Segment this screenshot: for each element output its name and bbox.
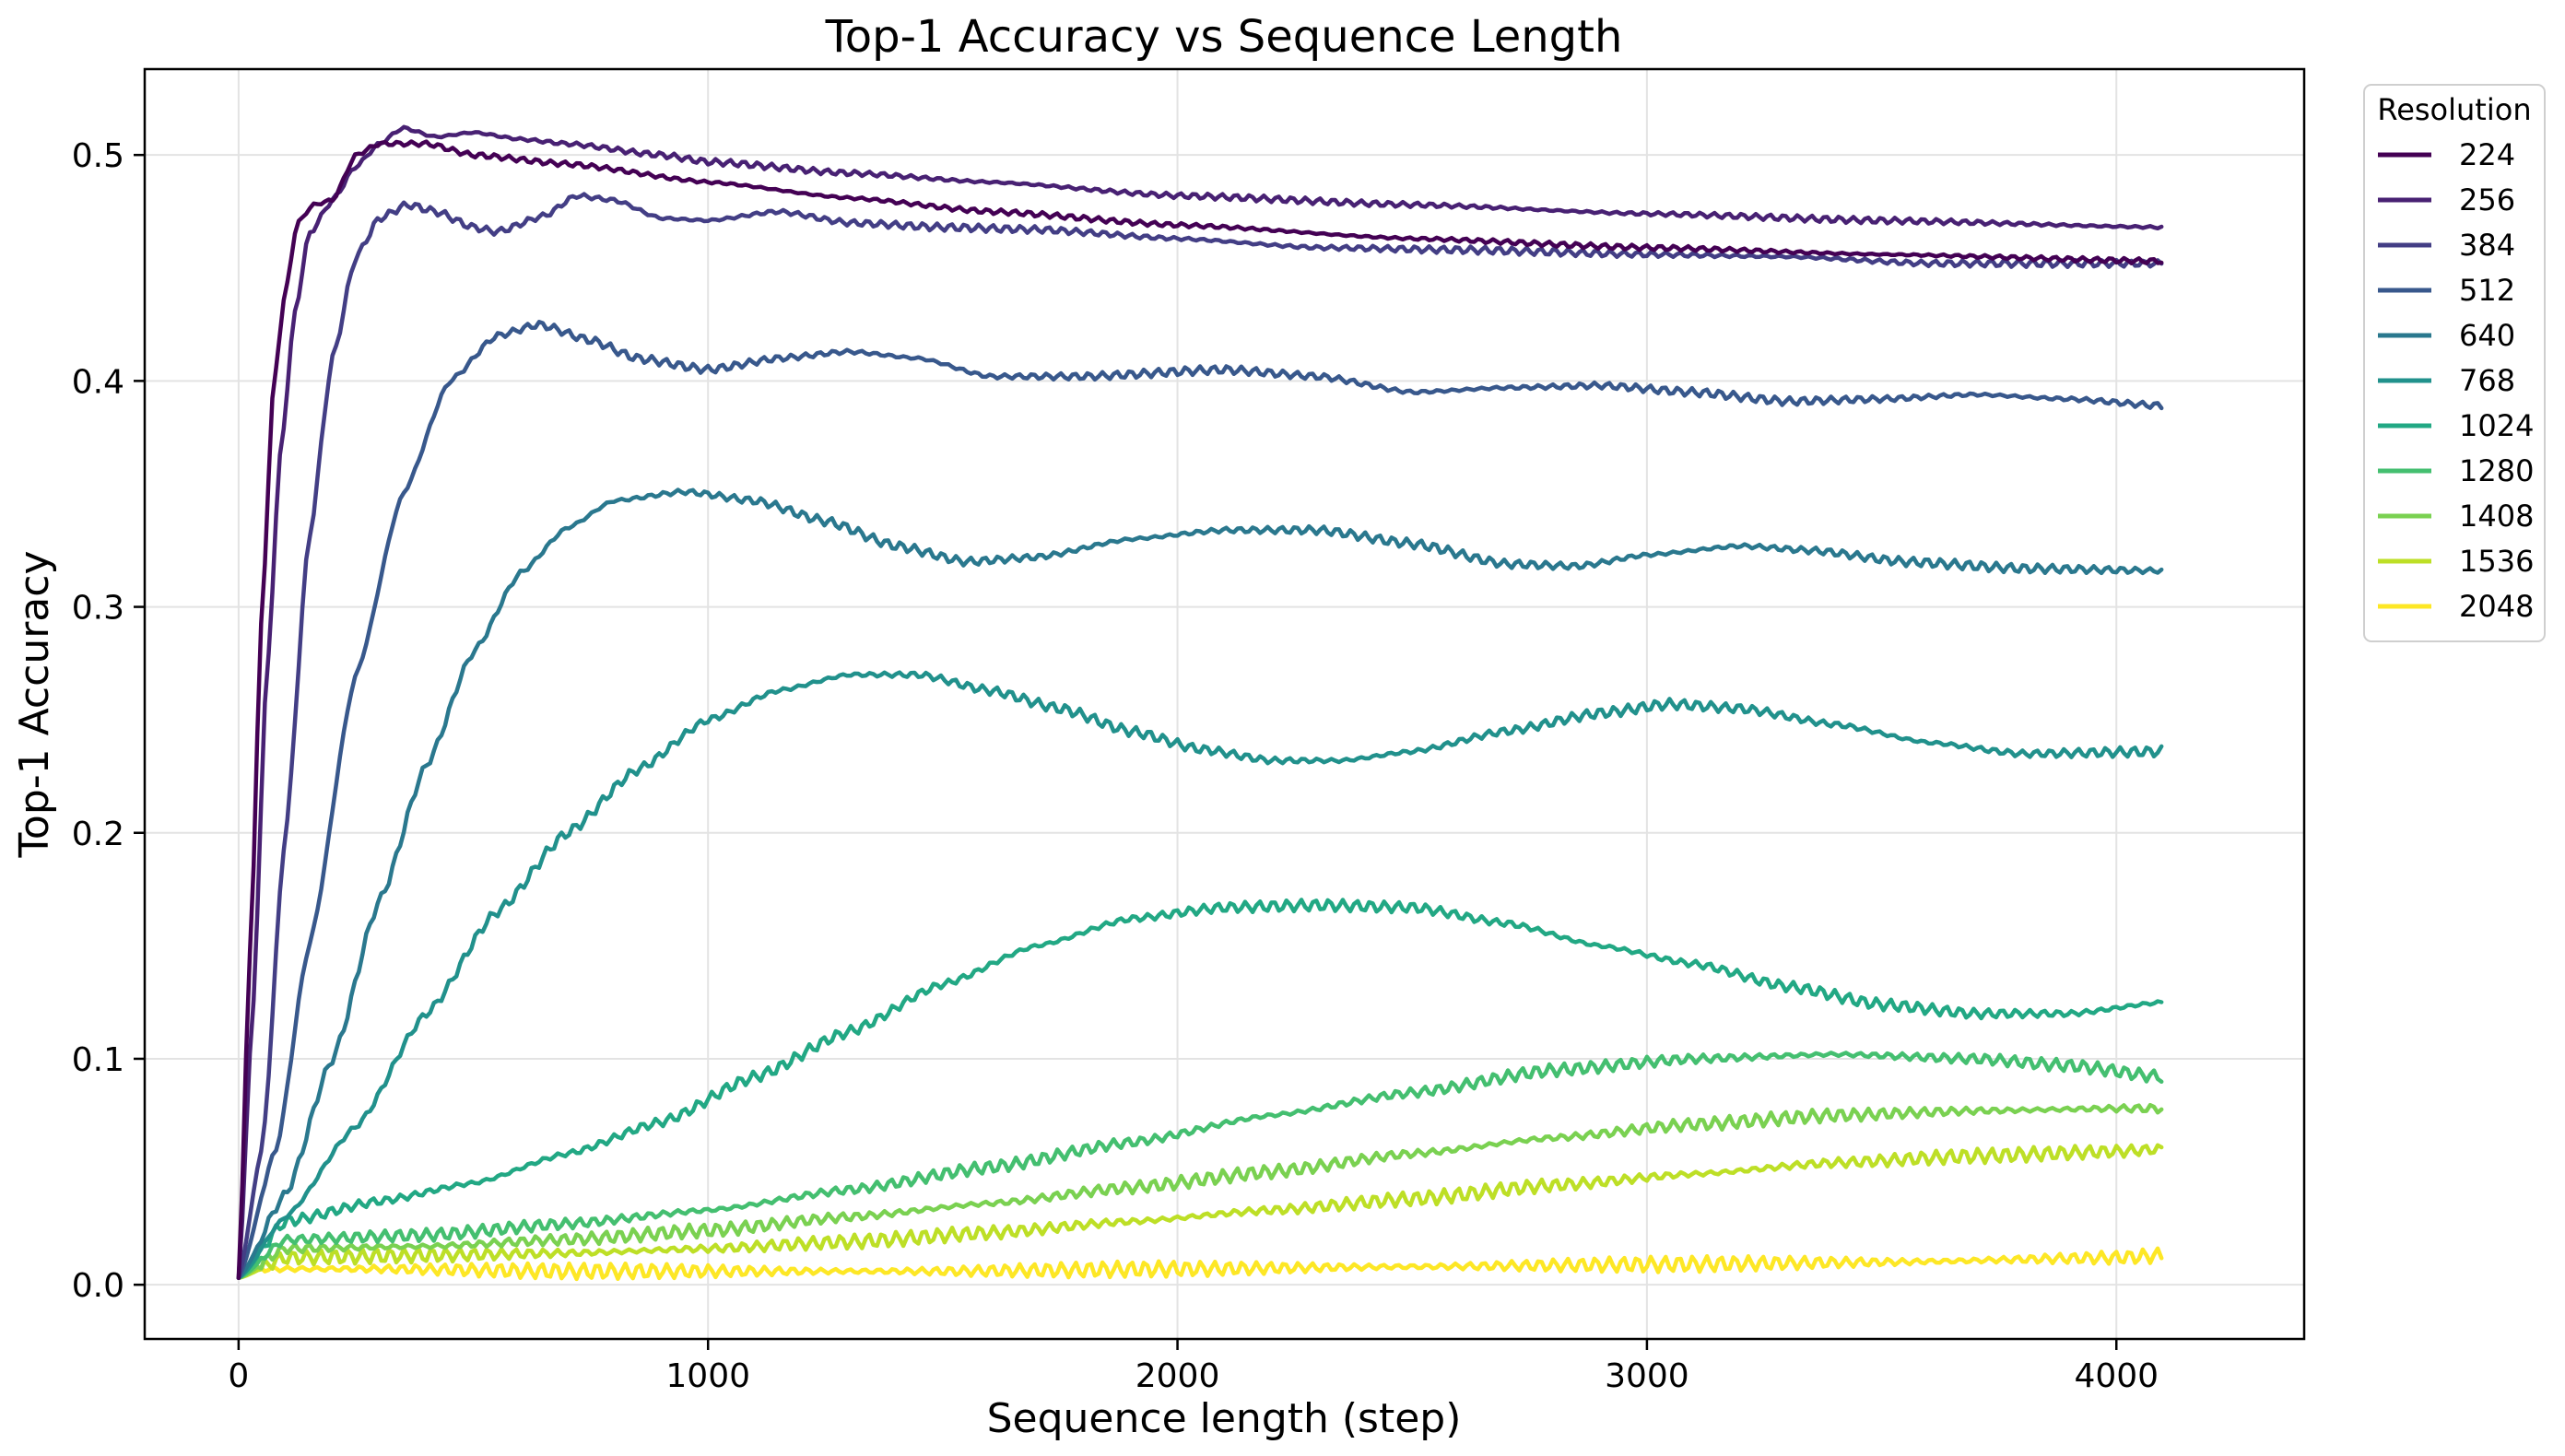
legend-title: Resolution: [2377, 92, 2531, 127]
chart-title: Top-1 Accuracy vs Sequence Length: [825, 11, 1623, 63]
x-axis-ticks: 0 1000 2000 3000 4000: [228, 1339, 2159, 1395]
legend-label-768: 768: [2459, 363, 2515, 398]
y-axis-ticks: 0.0 0.1 0.2 0.3 0.4 0.5: [72, 137, 145, 1305]
series-line-1280: [236, 1051, 2164, 1281]
y-tick-label: 0.3: [72, 590, 124, 628]
series-line-256: [236, 124, 2164, 1281]
x-tick-label: 0: [228, 1357, 249, 1395]
series-line-384: [236, 192, 2164, 1281]
x-tick-label: 2000: [1135, 1357, 1220, 1395]
x-tick-label: 3000: [1605, 1357, 1689, 1395]
series-line-224: [236, 139, 2164, 1281]
x-tick-label: 4000: [2074, 1357, 2159, 1395]
y-tick-label: 0.4: [72, 363, 124, 401]
series-line-512: [236, 320, 2164, 1281]
legend-label-1536: 1536: [2459, 544, 2534, 579]
y-tick-label: 0.1: [72, 1041, 124, 1079]
y-tick-label: 0.0: [72, 1267, 124, 1305]
legend-label-256: 256: [2459, 182, 2515, 217]
series-line-640: [236, 487, 2164, 1281]
series-line-2048: [236, 1246, 2164, 1282]
series-line-1024: [236, 898, 2164, 1281]
series-line-1408: [236, 1102, 2164, 1281]
grid-lines: [145, 69, 2304, 1339]
legend-label-1024: 1024: [2459, 408, 2534, 443]
legend: Resolution 224 256 384 512 640 768 1024 1280 140…: [2363, 84, 2546, 642]
y-tick-label: 0.2: [72, 816, 124, 853]
legend-label-1408: 1408: [2459, 499, 2534, 534]
y-tick-label: 0.5: [72, 137, 124, 175]
legend-items: 224 256 384 512 640 768 1024 1280 1408 1536 2048: [2378, 137, 2534, 624]
y-axis-label: Top-1 Accuracy: [11, 551, 58, 859]
series-line-1536: [236, 1143, 2164, 1281]
x-tick-label: 1000: [665, 1357, 750, 1395]
legend-box: [2363, 84, 2546, 642]
plot-frame: [143, 67, 2306, 1341]
legend-label-384: 384: [2459, 228, 2515, 263]
legend-label-1280: 1280: [2459, 453, 2534, 488]
legend-label-512: 512: [2459, 273, 2515, 308]
legend-label-224: 224: [2459, 137, 2515, 172]
x-axis-label: Sequence length (step): [987, 1395, 1462, 1442]
series-layer: [236, 124, 2164, 1282]
legend-label-640: 640: [2459, 318, 2515, 353]
legend-label-2048: 2048: [2459, 589, 2534, 624]
series-line-768: [236, 670, 2164, 1281]
